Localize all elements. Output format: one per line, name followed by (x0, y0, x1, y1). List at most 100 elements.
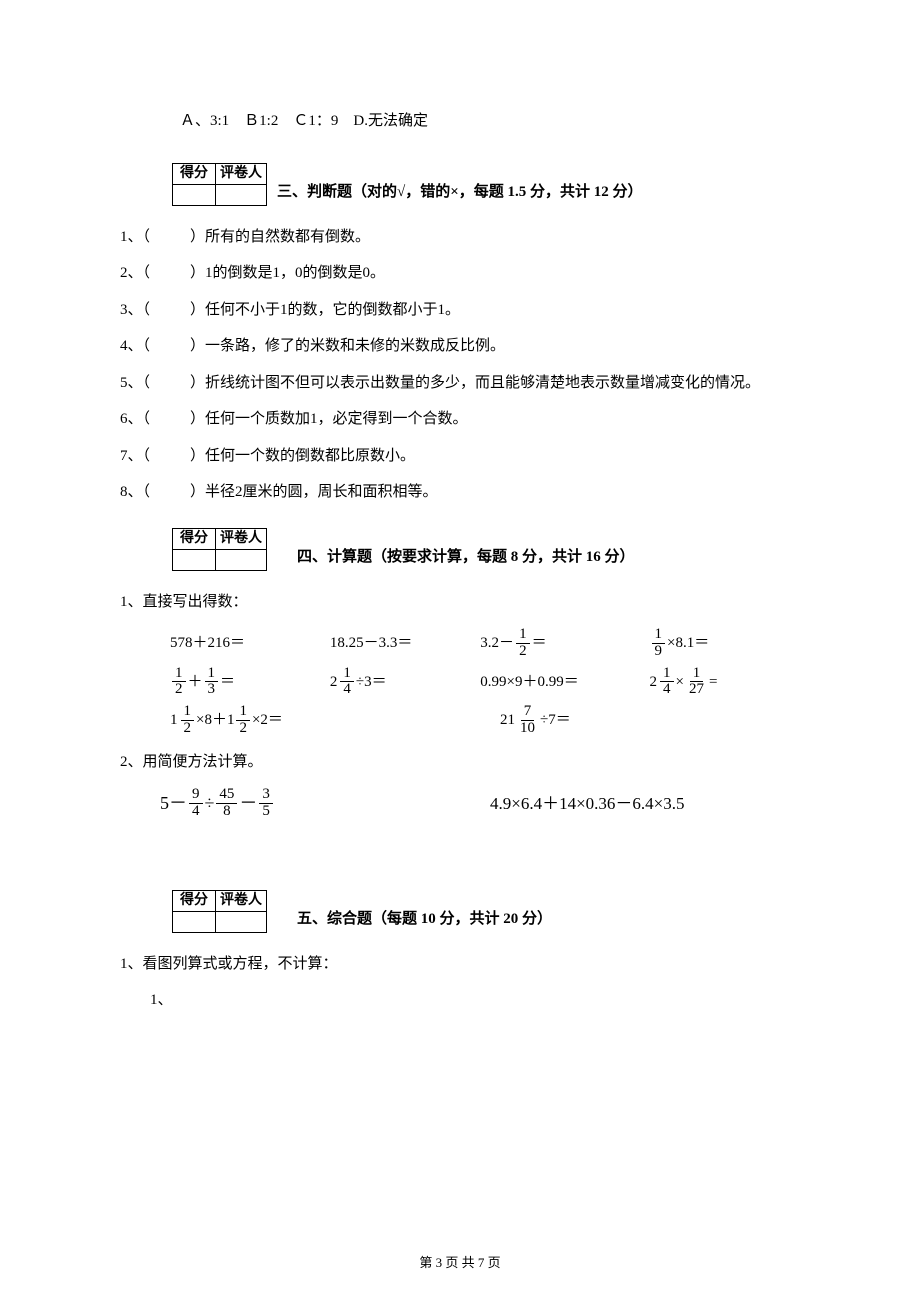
choice-c: Ｃ1：9 (293, 113, 338, 129)
mixed-r2b: 2 14 (330, 666, 356, 699)
frac-r2a-1: 12 (172, 666, 186, 699)
calc2-intro: 2、用简便方法计算。 (120, 751, 800, 774)
calc1-intro: 1、直接写出得数： (120, 591, 800, 614)
calc-r3a-post: ×2＝ (252, 709, 283, 732)
calc-r1a: 578＋216＝ (170, 632, 330, 655)
choice-b: Ｂ1:2 (244, 113, 278, 129)
grade-judge-label: 评卷人 (216, 163, 267, 184)
calc-r2a: 12 ＋ 13 ＝ (170, 666, 330, 699)
calc-r3a: 1 12 ×8＋1 12 ×2＝ (170, 704, 500, 737)
simple-a-div: ÷ (205, 790, 215, 817)
page-footer: 第 3 页 共 7 页 (0, 1253, 920, 1273)
frac-r3c: 710 (517, 704, 538, 737)
q5-num: 5、（ (120, 375, 150, 391)
judge-q4: 4、（ ）一条路，修了的米数和未修的米数成反比例。 (120, 335, 800, 358)
mixed-r2d: 2 14 (650, 666, 676, 699)
judge-q3: 3、（ ）任何不小于1的数，它的倒数都小于1。 (120, 299, 800, 322)
calc-r2b-post: ÷3＝ (356, 671, 387, 694)
judge-q8: 8、（ ）半径2厘米的圆，周长和面积相等。 (120, 481, 800, 504)
mc-choices: Ａ、3:1 Ｂ1:2 Ｃ1：9 D.无法确定 (120, 110, 800, 133)
q3-text: ）任何不小于1的数，它的倒数都小于1。 (190, 302, 460, 318)
grade-box-4: 得分 评卷人 (172, 528, 267, 571)
choice-d: D.无法确定 (353, 113, 428, 129)
calc-r2a-eq: ＝ (220, 671, 235, 694)
grade-judge-cell (216, 184, 267, 205)
q7-text: ）任何一个数的倒数都比原数小。 (190, 448, 415, 464)
frac-sa-2: 458 (216, 787, 237, 820)
calc-r1d: 19 ×8.1＝ (650, 627, 800, 660)
simple-a: 5－ 94 ÷ 458 － 35 (160, 787, 490, 820)
frac-r1d: 19 (652, 627, 666, 660)
calc-r2d: 2 14 × 127 = (650, 666, 800, 699)
section3-title: 三、判断题（对的√，错的×，每题 1.5 分，共计 12 分） (267, 181, 643, 206)
grade4-judge-label: 评卷人 (216, 528, 267, 549)
calc-r3c-pre: 21 (500, 709, 515, 732)
judge-q2: 2、（ ）1的倒数是1，0的倒数是0。 (120, 262, 800, 285)
calc-r1c-post: ＝ (532, 632, 547, 655)
frac-r2a-2: 13 (205, 666, 219, 699)
grade-box: 得分 评卷人 (172, 163, 267, 206)
section4-title: 四、计算题（按要求计算，每题 8 分，共计 16 分） (267, 546, 635, 571)
calc-r2d-eq: = (709, 671, 717, 694)
comp1-intro: 1、看图列算式或方程，不计算： (120, 953, 800, 976)
calc-row-1: 578＋216＝ 18.25－3.3＝ 3.2－ 12 ＝ 19 ×8.1＝ (170, 627, 800, 660)
grade5-score-cell (173, 911, 216, 932)
section3-header: 得分 评卷人 三、判断题（对的√，错的×，每题 1.5 分，共计 12 分） (120, 153, 800, 206)
grade4-judge-cell (216, 549, 267, 570)
simple-a-minus: － (239, 790, 257, 817)
section5-title: 五、综合题（每题 10 分，共计 20 分） (267, 908, 552, 933)
comp1-sub: 1、 (120, 989, 800, 1012)
q4-text: ）一条路，修了的米数和未修的米数成反比例。 (190, 338, 505, 354)
judge-q1: 1、（ ）所有的自然数都有倒数。 (120, 226, 800, 249)
simple-a-pre: 5－ (160, 790, 187, 817)
calc-r2d-mid: × (676, 671, 684, 694)
grade-score-label: 得分 (173, 163, 216, 184)
frac-r3a-2: 12 (236, 704, 250, 737)
q8-num: 8、（ (120, 484, 150, 500)
judge-q5: 5、（ ）折线统计图不但可以表示出数量的多少，而且能够清楚地表示数量增减变化的情况… (120, 372, 800, 395)
calc-r2b: 2 14 ÷3＝ (330, 666, 480, 699)
calc-block: 578＋216＝ 18.25－3.3＝ 3.2－ 12 ＝ 19 ×8.1＝ 1… (170, 627, 800, 737)
mixed-r3a-1: 1 12 (170, 704, 196, 737)
judge-q6: 6、（ ）任何一个质数加1，必定得到一个合数。 (120, 408, 800, 431)
grade5-score-label: 得分 (173, 890, 216, 911)
q5-text: ）折线统计图不但可以表示出数量的多少，而且能够清楚地表示数量增减变化的情况。 (190, 375, 760, 391)
calc-r3c: 21 710 ÷7＝ (500, 704, 680, 737)
section4-header: 得分 评卷人 四、计算题（按要求计算，每题 8 分，共计 16 分） (120, 518, 800, 571)
judge-q7: 7、（ ）任何一个数的倒数都比原数小。 (120, 445, 800, 468)
q7-num: 7、（ (120, 448, 150, 464)
grade-box-5: 得分 评卷人 (172, 890, 267, 933)
grade5-judge-label: 评卷人 (216, 890, 267, 911)
frac-r2d-2: 127 (686, 666, 707, 699)
q6-text: ）任何一个质数加1，必定得到一个合数。 (190, 411, 468, 427)
simple-b: 4.9×6.4＋14×0.36－6.4×3.5 (490, 791, 685, 817)
q1-num: 1、（ (120, 229, 150, 245)
q8-text: ）半径2厘米的圆，周长和面积相等。 (190, 484, 438, 500)
simple-row: 5－ 94 ÷ 458 － 35 4.9×6.4＋14×0.36－6.4×3.5 (160, 787, 800, 820)
calc-r2a-plus: ＋ (188, 671, 203, 694)
calc-r1c: 3.2－ 12 ＝ (480, 627, 649, 660)
choice-a: Ａ、3:1 (180, 113, 229, 129)
frac-sa-1: 94 (189, 787, 203, 820)
frac-sa-3: 35 (259, 787, 273, 820)
q2-text: ）1的倒数是1，0的倒数是0。 (190, 265, 385, 281)
calc-row-2: 12 ＋ 13 ＝ 2 14 ÷3＝ 0.99×9＋0.99＝ 2 14 × 1… (170, 666, 800, 699)
q2-num: 2、（ (120, 265, 150, 281)
calc-r2c: 0.99×9＋0.99＝ (480, 671, 649, 694)
section5-header: 得分 评卷人 五、综合题（每题 10 分，共计 20 分） (120, 880, 800, 933)
calc-row-3: 1 12 ×8＋1 12 ×2＝ 21 710 ÷7＝ (170, 704, 800, 737)
q1-text: ）所有的自然数都有倒数。 (190, 229, 370, 245)
calc-r1c-pre: 3.2－ (480, 632, 514, 655)
q4-num: 4、（ (120, 338, 150, 354)
q6-num: 6、（ (120, 411, 150, 427)
grade4-score-label: 得分 (173, 528, 216, 549)
calc-r3c-post: ÷7＝ (540, 709, 571, 732)
calc-r3a-mid: ×8＋1 (196, 709, 234, 732)
calc-r1b: 18.25－3.3＝ (330, 632, 480, 655)
calc-r1d-post: ×8.1＝ (667, 632, 709, 655)
frac-r1c: 12 (516, 627, 530, 660)
grade5-judge-cell (216, 911, 267, 932)
grade-score-cell (173, 184, 216, 205)
grade4-score-cell (173, 549, 216, 570)
q3-num: 3、（ (120, 302, 150, 318)
